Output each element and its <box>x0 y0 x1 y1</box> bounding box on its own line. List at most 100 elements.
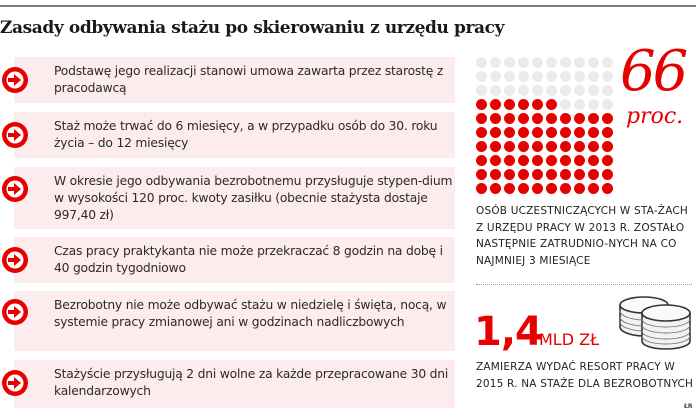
dot-empty <box>532 71 543 82</box>
dot-highlighted <box>574 113 585 124</box>
dot-empty <box>532 57 543 68</box>
dot-highlighted <box>532 99 543 110</box>
dot-highlighted <box>560 127 571 138</box>
dot-empty <box>490 71 501 82</box>
dot-highlighted <box>574 127 585 138</box>
dot-empty <box>518 71 529 82</box>
dot-empty <box>518 85 529 96</box>
dot-highlighted <box>532 141 543 152</box>
rule-item: W okresie jego odbywania bezrobotnemu pr… <box>14 167 455 229</box>
dot-highlighted <box>588 141 599 152</box>
rule-item: Stażyście przysługują 2 dni wolne za każ… <box>14 360 455 408</box>
dot-highlighted <box>476 113 487 124</box>
dot-highlighted <box>560 169 571 180</box>
rule-item: Staż może trwać do 6 miesięcy, a w przyp… <box>14 112 455 158</box>
dot-highlighted <box>574 141 585 152</box>
dot-highlighted <box>588 113 599 124</box>
dot-empty <box>574 99 585 110</box>
arrow-right-icon <box>2 370 28 396</box>
dot-highlighted <box>560 183 571 194</box>
rule-text: Czas pracy praktykanta nie może przekrac… <box>54 244 443 275</box>
dot-empty <box>588 99 599 110</box>
stat-budget-unit: MLD ZŁ <box>539 330 600 349</box>
rule-item: Czas pracy praktykanta nie może przekrac… <box>14 237 455 283</box>
dot-highlighted <box>518 127 529 138</box>
dot-highlighted <box>490 169 501 180</box>
top-rule <box>0 5 696 7</box>
dot-highlighted <box>602 127 613 138</box>
arrow-right-icon <box>2 247 28 273</box>
dot-highlighted <box>574 155 585 166</box>
dot-highlighted <box>574 169 585 180</box>
dot-empty <box>602 99 613 110</box>
dot-highlighted <box>602 155 613 166</box>
dot-highlighted <box>574 183 585 194</box>
dot-highlighted <box>546 113 557 124</box>
dot-highlighted <box>490 183 501 194</box>
dot-empty <box>476 71 487 82</box>
rule-text: Podstawę jego realizacji stanowi umowa z… <box>54 64 444 95</box>
dot-empty <box>560 71 571 82</box>
dot-highlighted <box>588 183 599 194</box>
dot-highlighted <box>602 183 613 194</box>
dot-highlighted <box>560 155 571 166</box>
stat-employment-value: 66 <box>620 39 688 104</box>
dot-highlighted <box>546 141 557 152</box>
dot-highlighted <box>476 155 487 166</box>
dot-empty <box>490 57 501 68</box>
dot-highlighted <box>490 99 501 110</box>
dot-empty <box>588 71 599 82</box>
dot-highlighted <box>504 183 515 194</box>
rule-text: Bezrobotny nie może odbywać stażu w nied… <box>54 298 447 329</box>
rule-text: Staż może trwać do 6 miesięcy, a w przyp… <box>54 119 438 150</box>
dot-empty <box>560 99 571 110</box>
dot-highlighted <box>476 141 487 152</box>
dot-empty <box>560 85 571 96</box>
dot-highlighted <box>518 169 529 180</box>
dot-highlighted <box>476 183 487 194</box>
dot-empty <box>602 85 613 96</box>
rule-text: Stażyście przysługują 2 dni wolne za każ… <box>54 367 449 398</box>
dot-highlighted <box>588 155 599 166</box>
dot-highlighted <box>546 99 557 110</box>
dot-highlighted <box>546 127 557 138</box>
rule-text: W okresie jego odbywania bezrobotnemu pr… <box>54 174 453 222</box>
dot-highlighted <box>504 113 515 124</box>
arrow-right-icon <box>2 176 28 202</box>
dot-highlighted <box>588 169 599 180</box>
stat-budget-caption: Zamierza wydać resort pracy w 2015 r. na… <box>476 361 694 390</box>
dot-highlighted <box>504 155 515 166</box>
dot-empty <box>546 71 557 82</box>
page-title: Zasady odbywania stażu po skierowaniu z … <box>0 18 505 38</box>
dot-highlighted <box>504 99 515 110</box>
rule-item: Podstawę jego realizacji stanowi umowa z… <box>14 57 455 103</box>
arrow-right-icon <box>2 122 28 148</box>
dot-highlighted <box>476 127 487 138</box>
dot-highlighted <box>490 127 501 138</box>
arrow-right-icon <box>2 67 28 93</box>
dot-highlighted <box>490 155 501 166</box>
dotted-divider <box>476 284 692 285</box>
dot-highlighted <box>504 141 515 152</box>
dot-highlighted <box>504 169 515 180</box>
stat-employment-caption: Osób uczestniczących w sta-żach z urzędu… <box>476 205 689 267</box>
dot-empty <box>574 85 585 96</box>
rule-item: Bezrobotny nie może odbywać stażu w nied… <box>14 291 455 351</box>
dot-empty <box>588 85 599 96</box>
dot-highlighted <box>532 155 543 166</box>
dot-empty <box>574 71 585 82</box>
dot-empty <box>588 57 599 68</box>
dot-empty <box>546 57 557 68</box>
stat-budget-value: 1,4 <box>474 309 543 355</box>
dot-empty <box>602 57 613 68</box>
coins-stack-icon <box>619 296 691 350</box>
dot-highlighted <box>518 183 529 194</box>
dot-highlighted <box>532 183 543 194</box>
dot-highlighted <box>532 169 543 180</box>
dot-empty <box>602 71 613 82</box>
dot-highlighted <box>546 183 557 194</box>
dot-highlighted <box>560 113 571 124</box>
dot-highlighted <box>602 169 613 180</box>
dot-empty <box>546 85 557 96</box>
dot-empty <box>476 85 487 96</box>
